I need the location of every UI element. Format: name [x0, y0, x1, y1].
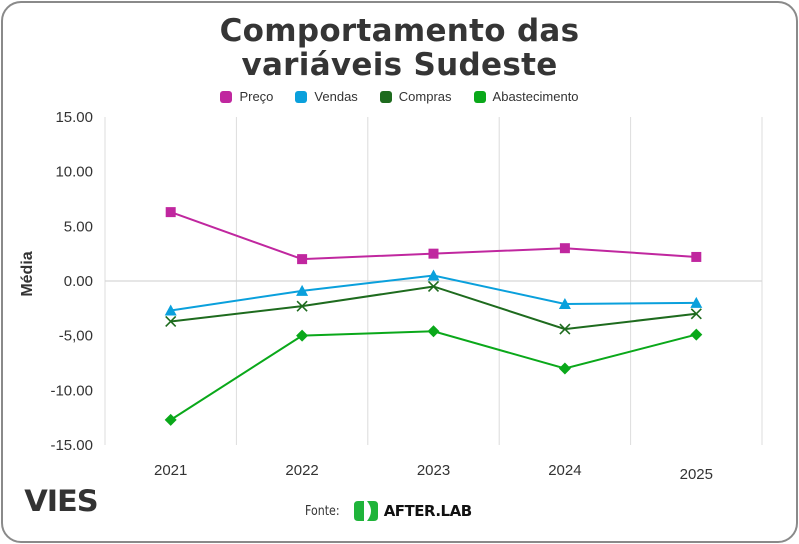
y-tick-label: 0.00: [64, 273, 93, 290]
data-point-diamond: [427, 325, 440, 338]
chart-title-line-1: Comportamento das: [219, 13, 580, 49]
series-vendas: [164, 269, 703, 316]
series-compras: [165, 280, 702, 335]
data-point-diamond: [558, 362, 571, 375]
y-tick-label: -10.00: [50, 382, 93, 399]
legend-label: Preço: [239, 89, 274, 104]
y-axis-ticks: 15.00 10.00 5.00 0.00 -5,00 -10.00 -15.00: [50, 109, 93, 454]
data-point-x: [165, 315, 177, 328]
data-point-square: [428, 248, 439, 259]
x-tick-label: 2023: [417, 462, 450, 479]
legend-swatch: [379, 90, 392, 103]
data-point-diamond: [164, 413, 177, 426]
y-tick-label: -5,00: [59, 328, 93, 345]
x-axis-ticks: 2021 2022 2023 2024 2025: [154, 462, 713, 483]
legend-item-preço[interactable]: Preço: [220, 89, 273, 104]
x-tick-label: 2024: [548, 462, 581, 479]
chart-title: Comportamento das variáveis Sudeste: [0, 14, 799, 82]
y-tick-label: 10.00: [55, 164, 93, 181]
data-point-triangle: [690, 296, 703, 308]
data-point-x: [296, 300, 308, 312]
legend-swatch: [295, 90, 308, 103]
data-point-triangle: [164, 304, 177, 316]
data-point-triangle: [558, 297, 571, 309]
legend-item-abastecimento[interactable]: Abastecimento: [473, 89, 579, 104]
afterlab-text: AFTER.LAB: [383, 502, 472, 520]
legend-item-vendas[interactable]: Vendas: [295, 89, 358, 104]
x-tick-label: 2022: [285, 462, 318, 479]
data-point-triangle: [296, 284, 309, 296]
chart-title-line-2: variáveis Sudeste: [241, 47, 558, 83]
data-point-square: [691, 251, 702, 262]
series-layer: [164, 207, 703, 426]
legend-label: Compras: [398, 89, 452, 104]
y-tick-label: 15.00: [55, 109, 93, 126]
series-line: [170, 330, 697, 421]
y-tick-label: 5.00: [64, 218, 93, 235]
legend-label: Abastecimento: [492, 89, 579, 104]
source-label: Fonte:: [305, 503, 340, 519]
data-point-square: [559, 243, 570, 254]
series-line: [170, 285, 697, 331]
data-point-triangle: [427, 269, 440, 281]
x-tick-label: 2025: [680, 466, 713, 483]
vies-logo: VIES: [24, 484, 98, 518]
source-credit: Fonte: AFTER.LAB: [305, 500, 472, 522]
legend-swatch: [473, 90, 486, 103]
legend: Preço Vendas Compras Abastecimento: [0, 89, 799, 104]
data-point-x: [427, 280, 440, 293]
y-tick-label: -15.00: [50, 437, 93, 454]
data-point-diamond: [690, 328, 703, 341]
grid: [104, 117, 763, 445]
data-point-x: [690, 308, 702, 320]
x-tick-label: 2021: [154, 462, 187, 479]
series-abastecimento: [164, 325, 703, 426]
legend-swatch: [220, 90, 233, 103]
data-point-x: [559, 323, 571, 335]
legend-item-compras[interactable]: Compras: [379, 89, 452, 104]
afterlab-logo: AFTER.LAB: [352, 500, 472, 522]
afterlab-mark-icon: [353, 501, 378, 521]
data-point-square: [297, 254, 308, 265]
series-preço: [165, 207, 702, 265]
data-point-diamond: [296, 329, 309, 342]
legend-label: Vendas: [314, 89, 358, 104]
data-point-square: [165, 207, 176, 218]
